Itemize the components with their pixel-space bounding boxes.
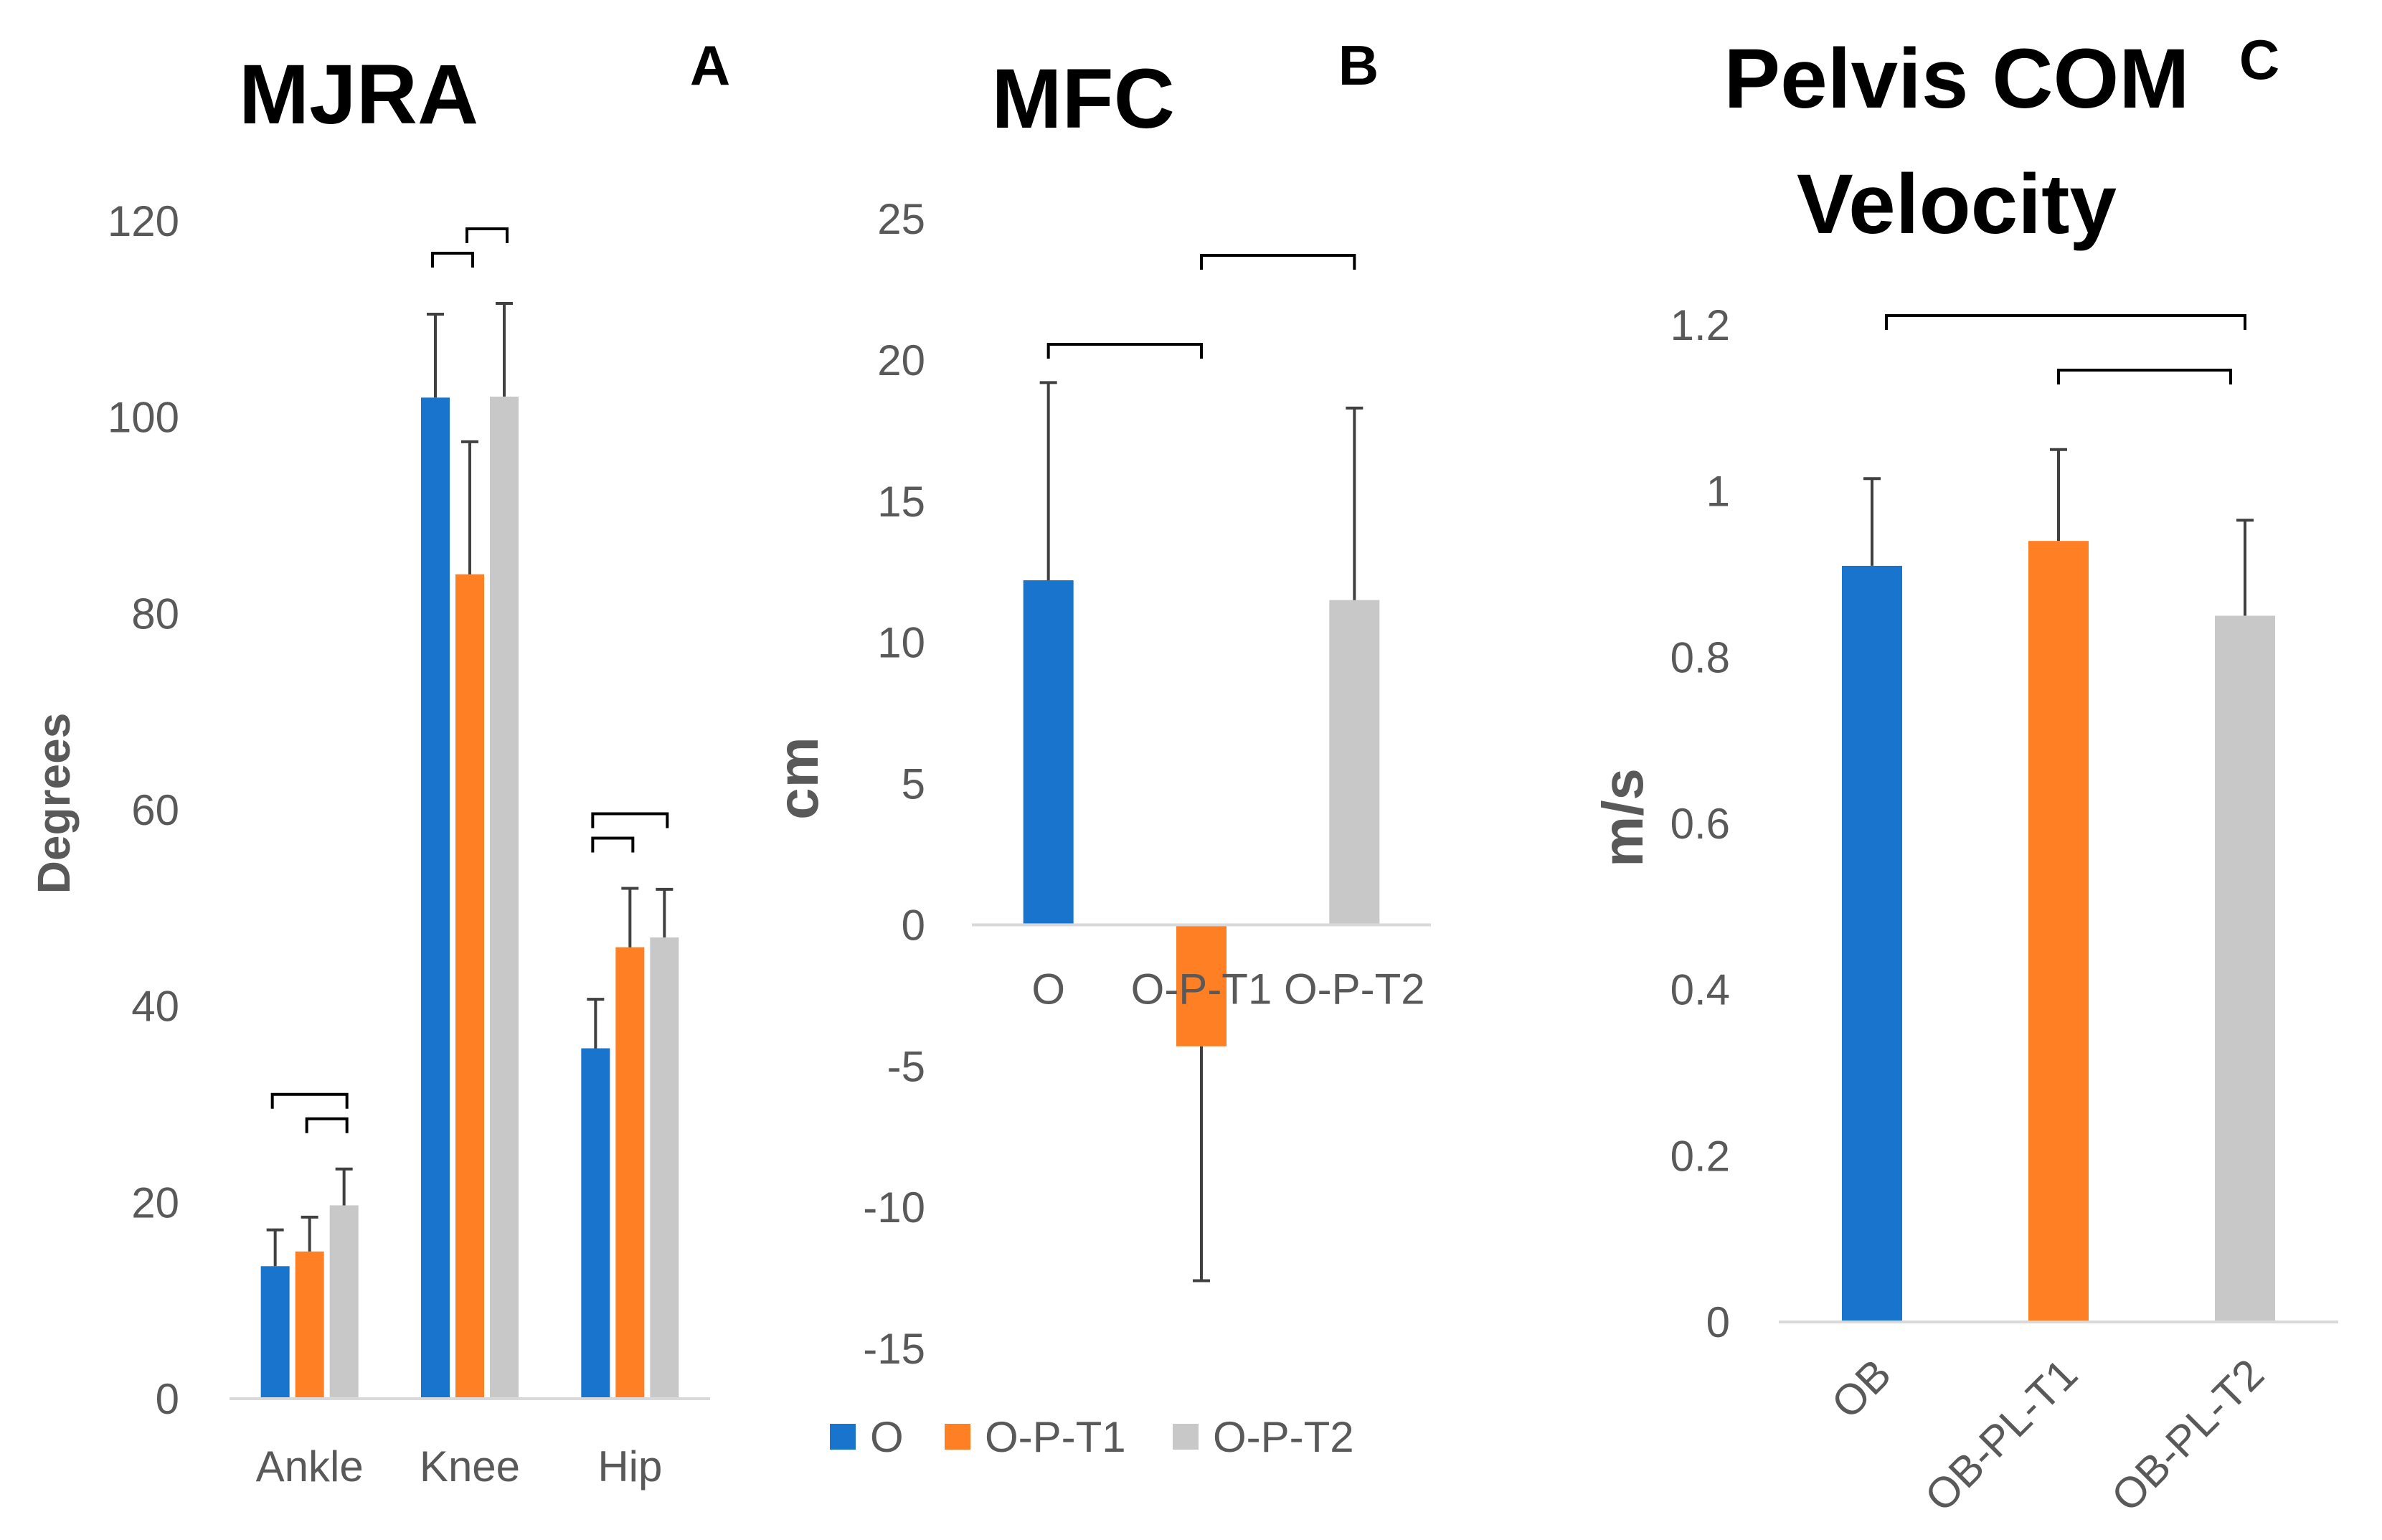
bar-ankle-o-p-t1	[295, 1251, 324, 1399]
panel-c-y-tick-label: 1	[1706, 468, 1730, 516]
panel-c-significance-bracket	[2057, 369, 2232, 384]
panel-b-y-tick-label: 5	[902, 760, 925, 808]
panel-a-y-tick-label: 20	[131, 1178, 179, 1227]
panel-c-category-label: OB-PL-T1	[1916, 1350, 2086, 1521]
panel-b-category-label: O	[1031, 965, 1065, 1013]
panel-c-y-tick-label: 0	[1706, 1298, 1730, 1346]
panel-b-y-tick-label: -15	[863, 1325, 925, 1373]
panel-a-title: MJRA	[239, 47, 478, 142]
panel-b-y-tick-label: 20	[877, 336, 925, 384]
panel-b-y-tick-label: 0	[902, 901, 925, 949]
panel-b-category-label: O-P-T2	[1284, 965, 1425, 1013]
legend-swatch-o-p-t1	[945, 1424, 970, 1450]
panel-a-category-label: Ankle	[256, 1442, 364, 1491]
panel-b-y-tick-label: 15	[877, 478, 925, 526]
panel-a-significance-bracket	[305, 1117, 349, 1133]
legend-label-o: O	[870, 1413, 904, 1461]
panel-a-significance-bracket	[465, 227, 509, 243]
bar-o-p-t1	[1176, 925, 1227, 1047]
legend-label-o-p-t1: O-P-T1	[985, 1413, 1126, 1461]
panel-c-y-axis-title: m/s	[1591, 768, 1655, 867]
panel-a-y-tick-label: 40	[131, 983, 179, 1031]
panel-a-label: A	[690, 34, 730, 97]
bar-hip-o	[581, 1048, 610, 1399]
bar-knee-o-p-t2	[490, 396, 519, 1399]
panel-c-y-tick-label: 0.4	[1670, 966, 1730, 1014]
bar-hip-o-p-t2	[650, 937, 679, 1399]
bar-ankle-o-p-t2	[329, 1205, 359, 1399]
panel-c-y-tick-label: 1.2	[1670, 301, 1730, 349]
bar-knee-o	[421, 397, 450, 1399]
panel-a-y-axis-title: Degrees	[28, 713, 80, 894]
bar-o-p-t2	[1329, 600, 1380, 925]
panel-b-y-tick-label: -5	[887, 1042, 925, 1090]
panel-c-category-label: OB-PL-T2	[2102, 1350, 2273, 1521]
panel-a-significance-bracket	[591, 812, 669, 828]
bar-ob	[1842, 565, 1902, 1322]
panel-c-y-tick-label: 0.8	[1670, 633, 1730, 681]
panel-a: MJRA A Degrees 0 20 40 60 80 100 120 Ankle Knee…	[28, 34, 730, 1491]
bar-ob-pl-t2	[2215, 615, 2275, 1322]
panel-c-category-label: OB	[1823, 1350, 1901, 1428]
bar-o	[1023, 580, 1074, 925]
legend: O O-P-T1 O-P-T2	[830, 1413, 1354, 1461]
panel-b-label: B	[1338, 34, 1379, 97]
panel-a-y-tick-label: 80	[131, 590, 179, 638]
panel-b-y-tick-label: -10	[863, 1184, 925, 1232]
panel-b-significance-bracket	[1200, 254, 1356, 270]
panel-a-y-tick-label: 0	[156, 1375, 179, 1423]
legend-swatch-o-p-t2	[1173, 1424, 1199, 1450]
panel-a-significance-bracket	[270, 1092, 349, 1109]
panel-a-category-label: Knee	[420, 1442, 520, 1491]
panel-c: Pelvis COM Velocity C m/s 0 0.2 0.4 0.6 0.8 1…	[1591, 28, 2338, 1521]
panel-b-category-label: O-P-T1	[1131, 965, 1272, 1013]
panel-b-significance-bracket	[1046, 343, 1203, 359]
panel-c-y-tick-label: 0.6	[1670, 800, 1730, 848]
legend-swatch-o	[830, 1424, 856, 1450]
panel-b-y-tick-label: 10	[877, 619, 925, 667]
panel-a-significance-bracket	[591, 836, 635, 853]
panel-a-y-tick-label: 60	[131, 786, 179, 834]
panel-c-significance-bracket	[1885, 314, 2246, 330]
bar-hip-o-p-t1	[615, 947, 645, 1399]
panel-b-title: MFC	[991, 52, 1175, 146]
panel-a-category-label: Hip	[597, 1442, 662, 1491]
panel-c-title-line-2: Velocity	[1797, 157, 2117, 252]
bar-knee-o-p-t1	[455, 574, 484, 1399]
panel-a-y-tick-label: 120	[108, 197, 179, 245]
panel-b-y-tick-label: 25	[877, 195, 925, 243]
bar-ob-pl-t1	[2028, 541, 2089, 1322]
panel-c-y-tick-label: 0.2	[1670, 1132, 1730, 1180]
panel-b-y-axis-title: cm	[766, 737, 830, 820]
panel-a-y-tick-label: 100	[108, 394, 179, 442]
panel-c-title-line-1: Pelvis COM	[1724, 32, 2189, 126]
bar-ankle-o	[260, 1266, 290, 1399]
panel-c-label: C	[2239, 28, 2279, 91]
panel-a-significance-bracket	[431, 251, 474, 268]
legend-label-o-p-t2: O-P-T2	[1213, 1413, 1354, 1461]
